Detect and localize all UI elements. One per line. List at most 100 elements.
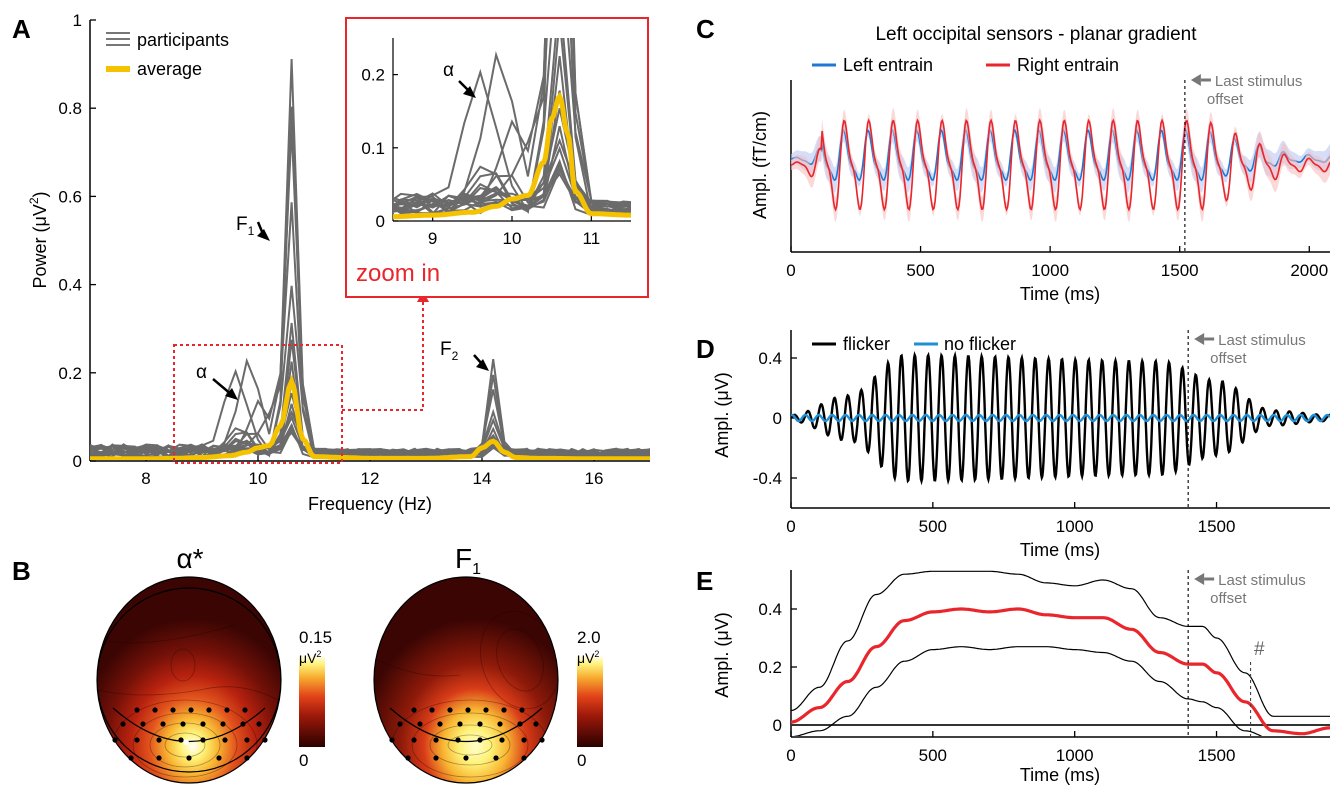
panel-e-x-label: Time (ms) (1020, 765, 1100, 785)
sensor-dot (152, 707, 158, 713)
sensor-dot (244, 737, 250, 743)
sensor-dot (429, 707, 435, 713)
sensor-dot (262, 737, 268, 743)
colorbar-f1-unit: μV2 (577, 649, 599, 666)
sensor-dot (499, 737, 505, 743)
sensor-dot (186, 755, 192, 761)
sensor-dot (256, 721, 262, 727)
sensor-dot (140, 721, 146, 727)
sensor-dot (437, 721, 443, 727)
sensor-dot (501, 707, 507, 713)
panel-letter-d: D (696, 334, 715, 364)
inset-average-line (393, 91, 631, 220)
y-tick-label: 0 (73, 452, 82, 471)
y-tick-label: 0.6 (58, 187, 82, 206)
panel-d-y-ticks: -0.4 0 0.4 (753, 349, 797, 488)
sensor-dot (112, 737, 118, 743)
sensor-dot (180, 721, 186, 727)
offset-note: offset (1207, 91, 1244, 108)
y-tick-label: 0 (773, 716, 782, 735)
topomap-f1-sensors (389, 707, 545, 761)
sensor-dot (417, 721, 423, 727)
sensor-dot (411, 737, 417, 743)
panel-letter-a: A (12, 14, 31, 44)
sensor-dot (497, 721, 503, 727)
panel-letter-c: C (696, 14, 715, 44)
panel-c-lines (791, 107, 1330, 223)
sensor-dot (160, 721, 166, 727)
y-tick-label: -0.4 (753, 469, 782, 488)
sensor-dot (493, 755, 499, 761)
sensor-dot (521, 737, 527, 743)
x-tick-label: 12 (361, 469, 380, 488)
x-tick-label: 10 (249, 469, 268, 488)
topomap-alpha-title: α* (176, 543, 203, 574)
sensor-dot (447, 707, 453, 713)
topomap-alpha-sensors (112, 707, 268, 761)
inset-x-tick-label: 10 (503, 229, 522, 248)
sensor-dot (134, 737, 140, 743)
panel-letter-e: E (696, 566, 713, 596)
panel-d-y-label: Ampl. (μV) (712, 372, 732, 457)
inset-y-tick-label: 0 (376, 212, 385, 231)
x-tick-label: 1500 (1198, 746, 1236, 765)
panel-d-legend: flicker no flicker (812, 334, 1016, 354)
panel-a-y-label: Power (μV2) (27, 191, 50, 288)
sensor-outline (389, 707, 543, 743)
participant-line (90, 285, 650, 459)
panel-c-y-label: Ampl. (fT/cm) (750, 111, 770, 219)
x-tick-label: 500 (919, 517, 947, 536)
sensor-dot (200, 721, 206, 727)
offset-note: offset (1210, 350, 1247, 367)
panel-a-annotations: α F1 F2 (196, 214, 489, 400)
sensor-dot (156, 755, 162, 761)
y-tick-label: 0.8 (58, 99, 82, 118)
inset-y-tick-label: 0.2 (361, 66, 385, 85)
colorbar-f1-min: 0 (577, 751, 586, 770)
sensor-dot (220, 721, 226, 727)
x-tick-label: 16 (585, 469, 604, 488)
panel-e-lines (791, 570, 1330, 736)
participant-line (393, 162, 631, 215)
y-tick-label: 0.2 (58, 364, 82, 383)
sensor-dot (389, 737, 395, 743)
sensor-dot (244, 755, 250, 761)
inset-y-ticks: 0 0.1 0.2 (361, 66, 398, 231)
x-tick-label: 1500 (1198, 517, 1236, 536)
x-tick-label: 0 (786, 261, 795, 280)
mean-line (791, 607, 1330, 736)
panel-letter-b: B (12, 556, 31, 586)
y-tick-label: 0.2 (758, 658, 782, 677)
right-entrain-line (791, 118, 1330, 212)
legend-participants: participants (137, 30, 229, 50)
sensor-dot (463, 755, 469, 761)
topomap-f1: F1 2.0 μV2 0 (373, 543, 603, 784)
sensor-dot (242, 707, 248, 713)
x-tick-label: 500 (919, 746, 947, 765)
sensor-dot (405, 755, 411, 761)
panel-e-y-ticks: 0 0.2 0.4 (758, 600, 797, 735)
sensor-dot (216, 755, 222, 761)
sensor-dot (533, 721, 539, 727)
x-tick-label: 8 (141, 469, 150, 488)
hash-marker: # (1254, 639, 1265, 660)
offset-arrow (1194, 573, 1205, 585)
sensor-dot (170, 707, 176, 713)
x-tick-label: 1500 (1161, 261, 1199, 280)
sensor-dot (120, 721, 126, 727)
legend-no-flicker: no flicker (944, 334, 1016, 354)
colorbar-alpha (299, 655, 325, 747)
panel-a-y-ticks: 0 0.2 0.4 0.6 0.8 1 (58, 11, 96, 471)
inset-y-tick-label: 0.1 (361, 139, 385, 158)
panel-a-x-label: Frequency (Hz) (308, 494, 432, 514)
colorbar-alpha-max: 0.15 (299, 628, 332, 647)
inset-alpha-label: α (443, 60, 454, 81)
panel-a-average-line (90, 374, 650, 460)
x-tick-label: 0 (786, 517, 795, 536)
x-tick-label: 2000 (1290, 261, 1328, 280)
panel-e-x-ticks: 0 500 1000 1500 (786, 731, 1235, 765)
lower-bound-line (791, 646, 1263, 736)
